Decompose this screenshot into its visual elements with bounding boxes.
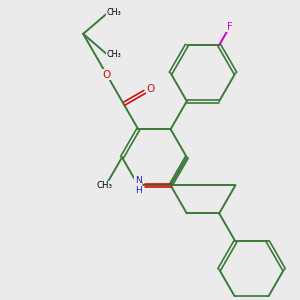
Text: O: O [103,70,111,80]
Text: F: F [227,22,232,32]
Text: CH₃: CH₃ [96,181,112,190]
Text: CH₃: CH₃ [107,8,122,17]
Text: N
H: N H [135,176,142,195]
Text: O: O [134,180,142,190]
Text: CH₃: CH₃ [107,50,122,59]
Text: O: O [146,84,154,94]
